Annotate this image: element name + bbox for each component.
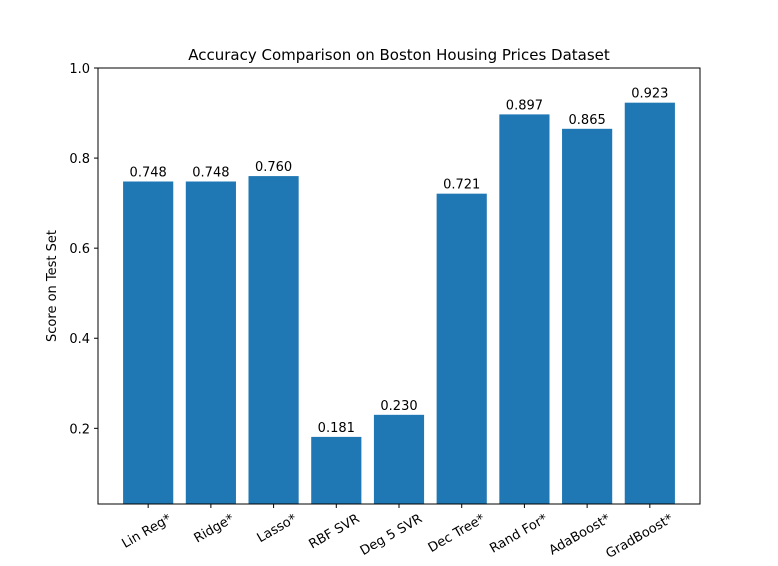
bars-group — [123, 102, 675, 504]
x-tick-label: AdaBoost* — [547, 511, 614, 558]
bar — [499, 114, 550, 504]
bar — [185, 181, 236, 504]
bar-value-label: 0.923 — [631, 87, 668, 102]
bar-value-label: 0.897 — [506, 98, 543, 113]
bar — [248, 176, 299, 504]
bar — [436, 193, 487, 504]
x-tick-label: GradBoost* — [604, 511, 677, 562]
bar-value-label: 0.181 — [318, 421, 355, 436]
bar-value-label: 0.721 — [443, 178, 480, 193]
y-axis-label: Score on Test Set — [45, 230, 60, 342]
bar — [562, 128, 613, 504]
y-tick-label: 0.6 — [69, 242, 90, 257]
x-tick-label: Deg 5 SVR — [358, 511, 425, 558]
x-tick-label: Rand For* — [487, 511, 550, 556]
y-tick-label: 0.8 — [69, 152, 90, 167]
y-tick-label: 0.4 — [69, 332, 90, 347]
plot-area-frame — [97, 67, 701, 505]
x-tick-label: RBF SVR — [307, 511, 363, 552]
bar — [311, 436, 362, 504]
bar-value-label: 0.760 — [255, 160, 292, 175]
chart-title: Accuracy Comparison on Boston Housing Pr… — [188, 46, 610, 64]
y-tick-label: 0.2 — [69, 422, 90, 437]
x-tick-label: Lin Reg* — [120, 511, 175, 551]
y-axis-ticks: 0.2 0.4 0.6 0.8 1.0 — [69, 62, 98, 437]
bar-value-label: 0.865 — [569, 113, 606, 128]
bar — [624, 102, 675, 504]
bar-value-label: 0.748 — [192, 166, 229, 181]
x-tick-label: Ridge* — [192, 511, 238, 546]
x-tick-label: Dec Tree* — [426, 511, 488, 556]
x-tick-label: Lasso* — [255, 511, 300, 546]
y-tick-label: 1.0 — [69, 62, 90, 77]
bar — [373, 414, 425, 504]
bar-value-label: 0.748 — [130, 166, 167, 181]
bar-value-labels: 0.748 0.748 0.760 0.181 0.230 0.721 0.897 0.865… — [130, 87, 669, 436]
bar-value-label: 0.230 — [380, 399, 417, 414]
bar — [123, 181, 174, 504]
